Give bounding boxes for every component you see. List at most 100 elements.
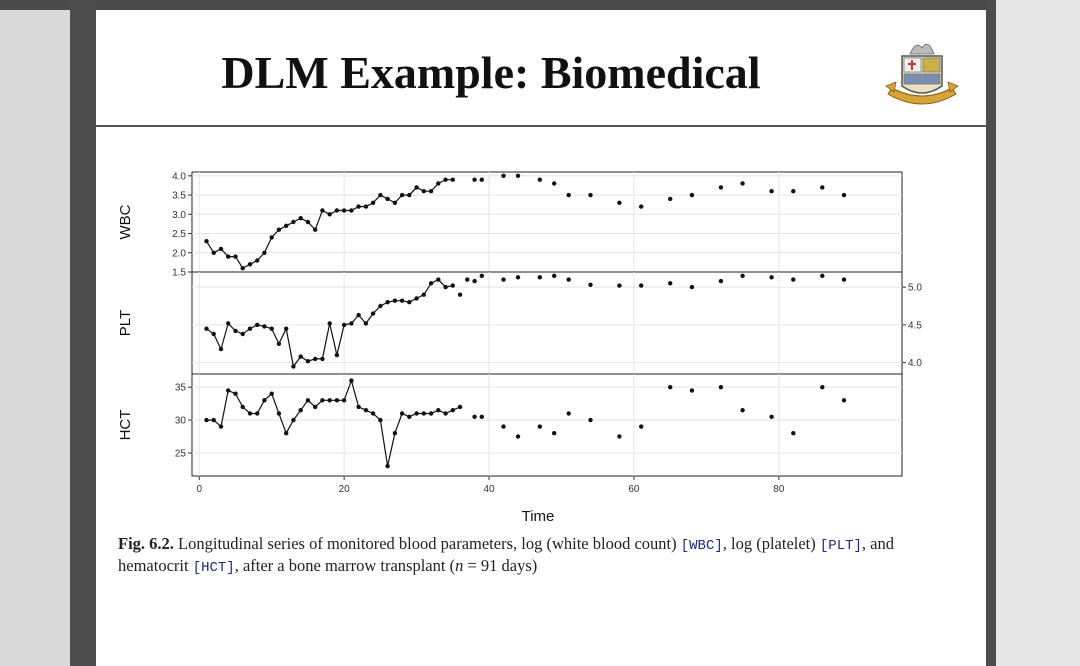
data-point-plt (515, 275, 521, 280)
data-point-hct (407, 414, 412, 419)
data-point-plt (443, 284, 448, 290)
x-tick-label: 0 (196, 484, 202, 495)
data-point-plt (233, 328, 238, 334)
y-tick-label-wbc: 4.0 (172, 171, 186, 182)
data-point-wbc (349, 208, 354, 213)
y-tick-label-wbc: 1.5 (172, 268, 186, 279)
data-point-wbc (211, 250, 216, 255)
data-point-wbc (320, 208, 325, 213)
panel-frame-hct (191, 373, 903, 477)
caption-code-plt: [PLT] (819, 538, 862, 554)
data-point-wbc (240, 266, 245, 271)
data-point-wbc (269, 235, 274, 240)
data-point-plt (552, 273, 557, 278)
data-point-plt (363, 321, 369, 326)
data-point-plt (211, 331, 216, 337)
data-point-wbc (566, 192, 571, 198)
data-point-wbc (255, 258, 260, 263)
y-tick-label-hct: 35 (175, 383, 187, 394)
data-point-hct (820, 385, 825, 390)
data-point-hct (421, 411, 426, 416)
data-point-plt (341, 322, 347, 328)
data-point-plt (392, 298, 398, 303)
data-point-wbc (428, 189, 434, 194)
data-point-hct (356, 404, 361, 410)
data-point-hct (298, 408, 303, 413)
data-point-wbc (305, 219, 311, 225)
data-point-plt (457, 292, 463, 297)
data-point-hct (378, 417, 383, 423)
data-point-hct (363, 408, 369, 413)
data-point-plt (769, 275, 774, 280)
data-point-plt (370, 311, 376, 316)
data-point-hct (428, 411, 434, 416)
data-point-plt (407, 300, 412, 305)
data-point-plt (334, 352, 340, 358)
x-tick-label: 60 (628, 484, 640, 495)
data-point-hct (450, 408, 455, 413)
data-point-wbc (341, 208, 347, 213)
data-point-hct (443, 411, 448, 416)
data-point-wbc (291, 219, 296, 225)
data-point-wbc (515, 173, 521, 178)
data-point-wbc (262, 250, 267, 255)
data-point-wbc (247, 262, 253, 267)
data-point-plt (218, 346, 224, 352)
panel-label-wbc: WBC (117, 204, 134, 239)
data-point-hct (472, 414, 477, 419)
data-point-plt (327, 321, 332, 326)
data-point-plt (204, 326, 209, 331)
panel-wbc: 1.5 2.0 2.5 3.0 3.5 4.0 WBC (117, 171, 903, 279)
axes-layer: 1.5 2.0 2.5 3.0 3.5 4.0 WBC 4.0 4.5 5.0 PLT 25 30 35 H… (117, 171, 922, 495)
data-point-hct (233, 391, 238, 396)
data-point-plt (465, 277, 470, 282)
data-point-hct (501, 424, 506, 429)
data-point-plt (313, 356, 318, 362)
data-point-hct (218, 424, 224, 429)
data-point-wbc (313, 227, 318, 232)
data-point-hct (327, 398, 332, 403)
caption-text-3: , and hematocrit (118, 534, 894, 575)
data-point-wbc (356, 204, 361, 209)
slide-title: DLM Example: Biomedical (221, 47, 761, 98)
data-point-hct (269, 391, 274, 396)
data-point-plt (262, 324, 267, 329)
data-point-hct (479, 414, 484, 419)
y-tick-label-hct: 25 (175, 448, 187, 459)
y-tick-label-plt: 4.0 (908, 358, 922, 369)
data-point-wbc (537, 177, 542, 182)
data-point-hct (668, 385, 673, 390)
data-point-hct (515, 434, 521, 439)
caption-fig-number: Fig. 6.2. (118, 534, 174, 553)
background-edge (996, 0, 1080, 666)
data-point-wbc (791, 189, 796, 194)
data-point-wbc (588, 192, 593, 198)
data-point-wbc (639, 204, 644, 209)
y-tick-label-wbc: 3.5 (172, 191, 186, 202)
crest-logo (885, 43, 959, 105)
data-point-plt (588, 282, 593, 287)
window-frame-top (0, 0, 1080, 10)
data-point-wbc (718, 185, 724, 190)
data-point-plt (501, 277, 506, 282)
data-point-plt (450, 283, 455, 288)
data-point-plt (791, 277, 796, 282)
data-point-wbc (399, 192, 405, 198)
data-point-hct (291, 417, 296, 423)
data-point-wbc (204, 239, 209, 244)
caption-n: n (455, 556, 464, 575)
data-point-hct (305, 398, 311, 403)
data-point-hct (639, 424, 644, 429)
data-point-hct (341, 398, 347, 403)
data-point-plt (284, 326, 289, 331)
y-tick-label-hct: 30 (175, 416, 187, 427)
data-point-plt (428, 281, 434, 286)
caption-text-2: , log (platelet) (722, 534, 820, 553)
data-point-hct (334, 398, 340, 403)
data-point-hct (617, 434, 622, 439)
data-point-wbc (226, 254, 231, 259)
y-tick-label-wbc: 2.0 (172, 248, 186, 259)
data-point-hct (399, 411, 405, 416)
data-point-plt (226, 321, 231, 326)
data-point-plt (740, 273, 745, 278)
